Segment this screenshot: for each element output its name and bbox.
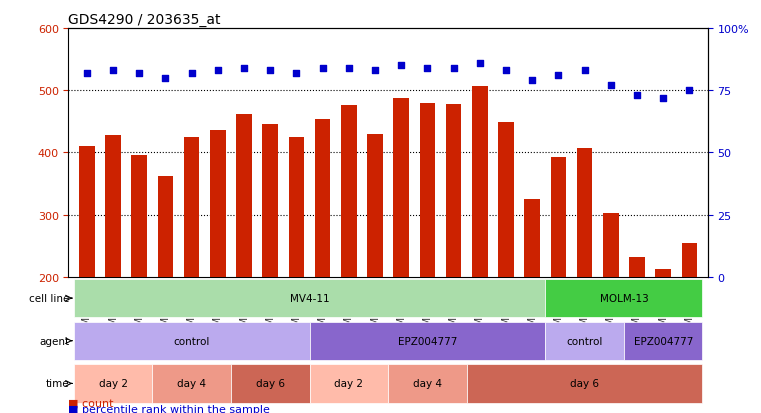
FancyBboxPatch shape (466, 364, 702, 403)
Bar (419, 104, 435, 277)
Text: day 4: day 4 (413, 378, 442, 389)
Bar (577, 149, 593, 277)
FancyBboxPatch shape (231, 364, 310, 403)
Point (212, 68, 224, 74)
Text: day 4: day 4 (177, 378, 206, 389)
Bar (183, 138, 199, 277)
Text: control: control (174, 336, 210, 346)
Point (683, 88, 696, 94)
Bar (288, 138, 304, 277)
FancyBboxPatch shape (74, 364, 152, 403)
Bar (210, 131, 226, 277)
Bar (472, 87, 488, 277)
Text: GDS4290 / 203635_at: GDS4290 / 203635_at (68, 12, 221, 26)
Point (422, 65, 434, 72)
Text: day 2: day 2 (98, 378, 128, 389)
Point (317, 65, 329, 72)
Bar (367, 134, 383, 277)
Bar (236, 114, 252, 277)
FancyBboxPatch shape (310, 322, 546, 360)
Point (238, 65, 250, 72)
Point (657, 95, 669, 102)
Text: MV4-11: MV4-11 (290, 293, 330, 304)
Bar (341, 106, 357, 277)
Point (631, 93, 643, 99)
Bar (629, 257, 645, 277)
Bar (79, 147, 94, 277)
FancyBboxPatch shape (152, 364, 231, 403)
Point (264, 68, 276, 74)
Text: ■ count: ■ count (68, 398, 114, 408)
Point (395, 63, 407, 69)
Point (186, 70, 198, 77)
Point (159, 75, 171, 82)
Bar (655, 269, 671, 277)
Text: day 2: day 2 (334, 378, 363, 389)
Point (447, 65, 460, 72)
Bar (682, 243, 697, 277)
FancyBboxPatch shape (74, 322, 310, 360)
Point (473, 60, 486, 67)
Point (500, 68, 512, 74)
Point (552, 73, 565, 79)
Point (291, 70, 303, 77)
Bar (132, 156, 147, 277)
FancyBboxPatch shape (310, 364, 388, 403)
Point (578, 68, 591, 74)
Text: control: control (566, 336, 603, 346)
Text: EPZ004777: EPZ004777 (633, 336, 693, 346)
FancyBboxPatch shape (546, 279, 702, 318)
Text: day 6: day 6 (570, 378, 599, 389)
Text: ■ percentile rank within the sample: ■ percentile rank within the sample (68, 404, 270, 413)
Point (526, 78, 538, 84)
Text: time: time (46, 378, 70, 389)
Bar (524, 199, 540, 277)
FancyBboxPatch shape (546, 322, 624, 360)
Point (369, 68, 381, 74)
Bar (393, 99, 409, 277)
Bar (105, 135, 121, 277)
FancyBboxPatch shape (624, 322, 702, 360)
Text: EPZ004777: EPZ004777 (398, 336, 457, 346)
FancyBboxPatch shape (388, 364, 466, 403)
Point (81, 70, 93, 77)
Point (342, 65, 355, 72)
Bar (603, 214, 619, 277)
Text: MOLM-13: MOLM-13 (600, 293, 648, 304)
Bar (550, 157, 566, 277)
Text: agent: agent (40, 336, 70, 346)
Point (605, 83, 617, 89)
Bar (446, 104, 461, 277)
Bar (263, 125, 278, 277)
Text: day 6: day 6 (256, 378, 285, 389)
FancyBboxPatch shape (74, 279, 546, 318)
Text: cell line: cell line (30, 293, 70, 304)
Point (107, 68, 119, 74)
Bar (498, 123, 514, 277)
Bar (315, 120, 330, 277)
Point (133, 70, 145, 77)
Bar (158, 177, 174, 277)
